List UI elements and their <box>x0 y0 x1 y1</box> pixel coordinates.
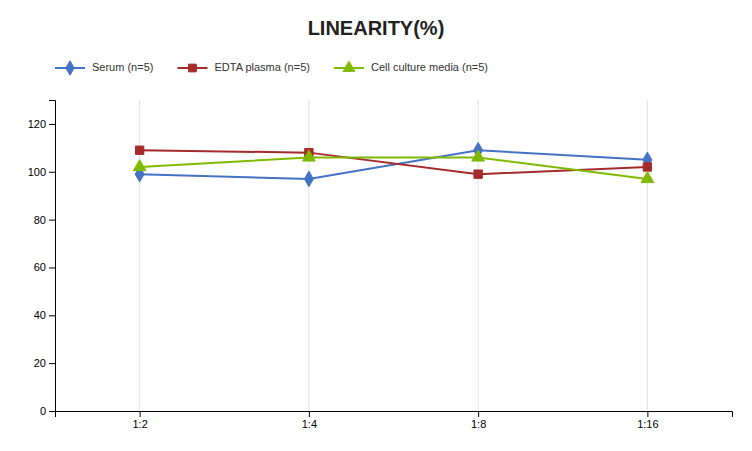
series-marker <box>474 170 482 178</box>
y-tick-label: 60 <box>34 261 46 273</box>
x-axis: 1:2 1:4 1:8 1:16 <box>56 411 733 430</box>
y-tick: 20 <box>34 357 55 369</box>
x-tick-mark <box>647 411 648 417</box>
series-marker <box>643 163 651 171</box>
y-tick: 60 <box>34 261 55 273</box>
series <box>135 146 651 178</box>
y-tick: 100 <box>28 166 55 178</box>
legend-item: Serum (n=5) <box>55 61 153 75</box>
legend-swatch-marker <box>189 64 197 72</box>
x-tick-label: 1:16 <box>637 418 658 430</box>
legend: Serum (n=5) EDTA plasma (n=5) Cell culture… <box>55 61 488 75</box>
x-tick-label: 1:4 <box>302 418 317 430</box>
chart-svg: LINEARITY(%) 1:2 1:4 1:8 1:16 0 20 40 60 80 100 120… <box>0 0 752 451</box>
series-line <box>140 157 648 179</box>
y-axis: 0 20 40 60 80 100 120 <box>28 101 56 418</box>
x-tick-label: 1:2 <box>132 418 147 430</box>
y-tick-mark <box>49 220 55 221</box>
y-tick-label: 20 <box>34 357 46 369</box>
y-tick-mark <box>49 363 55 364</box>
y-tick-label: 120 <box>28 118 46 130</box>
y-tick: 80 <box>34 214 55 226</box>
series-marker <box>304 171 313 187</box>
x-tick-mark <box>478 411 479 417</box>
y-tick-mark <box>49 267 55 268</box>
y-tick: 0 <box>40 405 55 417</box>
axis-domain <box>49 101 56 412</box>
x-tick: 1:8 <box>471 411 486 430</box>
grid-line-x <box>647 100 648 411</box>
chart-container: LINEARITY(%) 1:2 1:4 1:8 1:16 0 20 40 60 80 100 120… <box>0 0 752 451</box>
marks <box>133 142 653 186</box>
y-tick-mark <box>49 315 55 316</box>
legend-label: Cell culture media (n=5) <box>371 61 488 73</box>
series-marker <box>303 150 316 161</box>
y-tick: 40 <box>34 309 55 321</box>
series-marker <box>135 146 143 154</box>
plot-area: 1:2 1:4 1:8 1:16 0 20 40 60 80 100 120 <box>28 100 733 430</box>
y-tick-mark <box>49 411 55 412</box>
series-marker <box>472 150 485 161</box>
series-marker <box>133 160 146 171</box>
y-tick: 120 <box>28 118 55 130</box>
legend-label: EDTA plasma (n=5) <box>214 61 309 73</box>
x-tick: 1:16 <box>637 411 658 430</box>
legend-swatch-marker <box>66 61 74 75</box>
legend-label: Serum (n=5) <box>92 61 153 73</box>
x-tick-label: 1:8 <box>471 418 486 430</box>
x-tick-mark <box>309 411 310 417</box>
grid-line-x <box>308 100 309 411</box>
series <box>133 150 653 183</box>
series-marker <box>641 172 654 183</box>
y-tick-label: 100 <box>28 166 46 178</box>
series <box>135 142 652 186</box>
legend-item: EDTA plasma (n=5) <box>177 61 309 73</box>
y-tick-label: 40 <box>34 309 46 321</box>
series-line <box>140 150 648 179</box>
x-tick-mark <box>140 411 141 417</box>
x-tick: 1:4 <box>302 411 317 430</box>
grid <box>140 100 648 411</box>
x-tick: 1:2 <box>132 411 147 430</box>
y-tick-label: 80 <box>34 214 46 226</box>
y-tick-label: 0 <box>40 405 46 417</box>
axis-domain <box>56 412 733 418</box>
y-tick-mark <box>49 172 55 173</box>
legend-swatch-marker <box>343 61 355 71</box>
y-tick-mark <box>49 124 55 125</box>
chart-title: LINEARITY(%) <box>308 17 445 39</box>
legend-item: Cell culture media (n=5) <box>334 61 488 73</box>
